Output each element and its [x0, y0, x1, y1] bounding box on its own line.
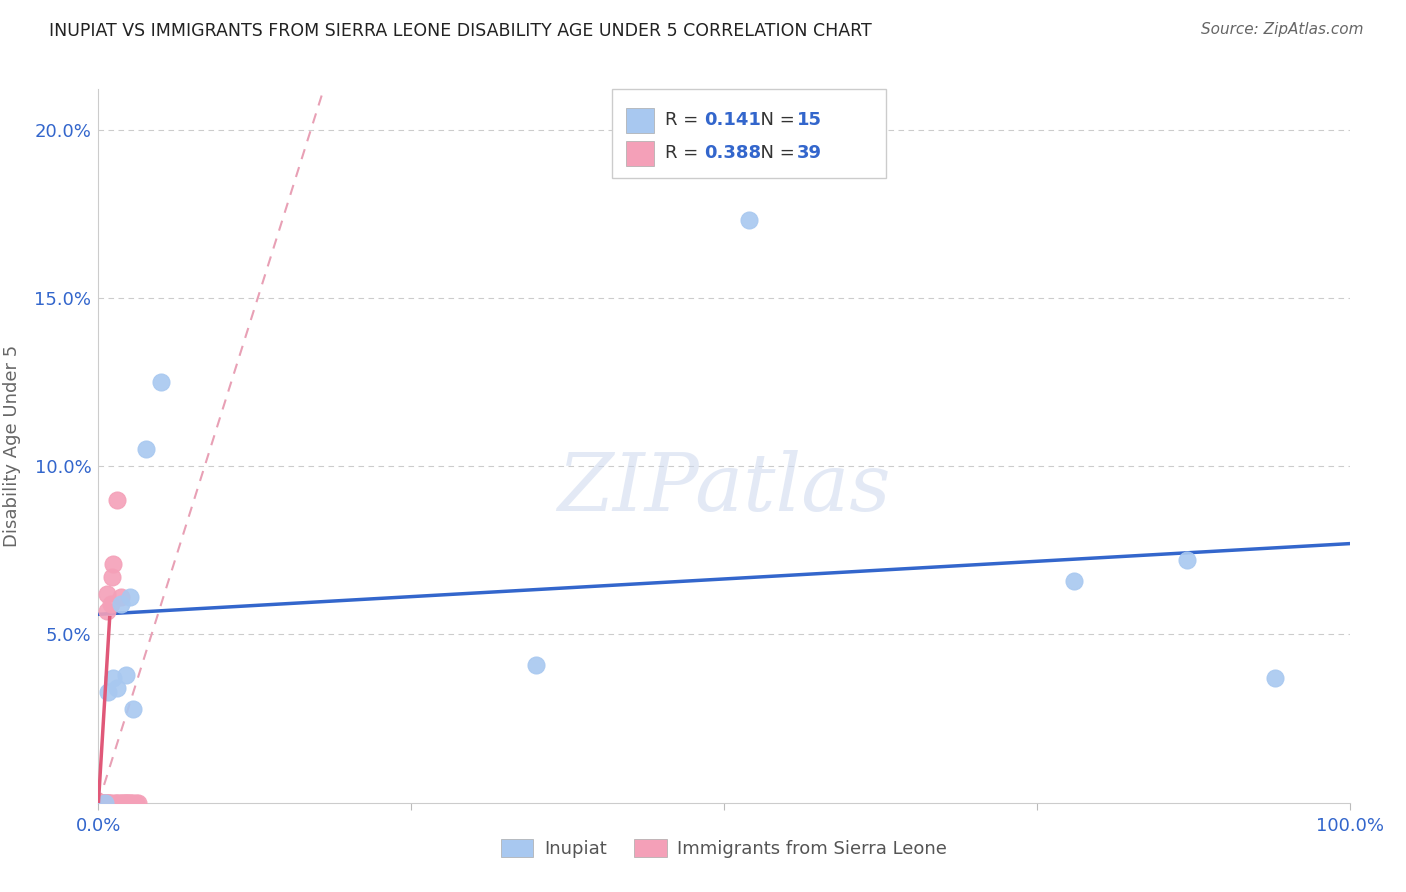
Point — [135, 442, 157, 457]
Point — [91, 796, 114, 810]
Point — [107, 796, 129, 810]
Text: 0.141: 0.141 — [704, 112, 761, 129]
Point — [122, 701, 145, 715]
Point — [122, 796, 145, 810]
Point — [1264, 671, 1286, 685]
Text: ZIPatlas: ZIPatlas — [557, 450, 891, 527]
Text: INUPIAT VS IMMIGRANTS FROM SIERRA LEONE DISABILITY AGE UNDER 5 CORRELATION CHART: INUPIAT VS IMMIGRANTS FROM SIERRA LEONE … — [49, 22, 872, 40]
Text: R =: R = — [665, 112, 704, 129]
Y-axis label: Disability Age Under 5: Disability Age Under 5 — [3, 345, 21, 547]
Point — [125, 796, 148, 810]
Point — [115, 796, 138, 810]
Point — [104, 796, 127, 810]
Point — [115, 796, 138, 810]
Point — [112, 796, 135, 810]
Point — [111, 796, 134, 810]
Point — [93, 796, 115, 810]
Point — [104, 796, 127, 810]
Point — [103, 671, 125, 685]
Point — [93, 796, 115, 810]
Text: Source: ZipAtlas.com: Source: ZipAtlas.com — [1201, 22, 1364, 37]
Legend: Inupiat, Immigrants from Sierra Leone: Inupiat, Immigrants from Sierra Leone — [494, 831, 955, 865]
Point — [117, 796, 139, 810]
Point — [127, 796, 149, 810]
Text: 0.388: 0.388 — [704, 145, 762, 162]
Point — [118, 591, 141, 605]
Point — [93, 796, 115, 810]
Point — [100, 796, 122, 810]
Point — [1063, 574, 1085, 588]
Point — [89, 796, 111, 810]
Point — [94, 796, 117, 810]
Text: N =: N = — [749, 145, 801, 162]
Point — [89, 796, 111, 810]
Text: R =: R = — [665, 145, 704, 162]
Text: N =: N = — [749, 112, 801, 129]
Point — [738, 213, 761, 227]
Point — [150, 375, 173, 389]
Point — [105, 681, 128, 696]
Point — [1175, 553, 1198, 567]
Point — [105, 492, 128, 507]
Point — [93, 796, 115, 810]
Point — [110, 597, 132, 611]
Point — [91, 796, 114, 810]
Point — [96, 604, 118, 618]
Point — [110, 591, 132, 605]
Point — [524, 657, 547, 672]
Point — [114, 796, 136, 810]
Point — [101, 570, 124, 584]
Point — [103, 557, 125, 571]
Point — [90, 796, 112, 810]
Point — [97, 796, 120, 810]
Point — [96, 587, 118, 601]
Point — [97, 796, 120, 810]
Point — [93, 796, 115, 810]
Point — [90, 796, 112, 810]
Point — [100, 597, 122, 611]
Point — [97, 684, 120, 698]
Text: 39: 39 — [797, 145, 823, 162]
Text: 15: 15 — [797, 112, 823, 129]
Point — [118, 796, 141, 810]
Point — [94, 796, 117, 810]
Point — [108, 796, 131, 810]
Point — [120, 796, 142, 810]
Point — [115, 668, 138, 682]
Point — [93, 796, 115, 810]
Point — [98, 796, 121, 810]
